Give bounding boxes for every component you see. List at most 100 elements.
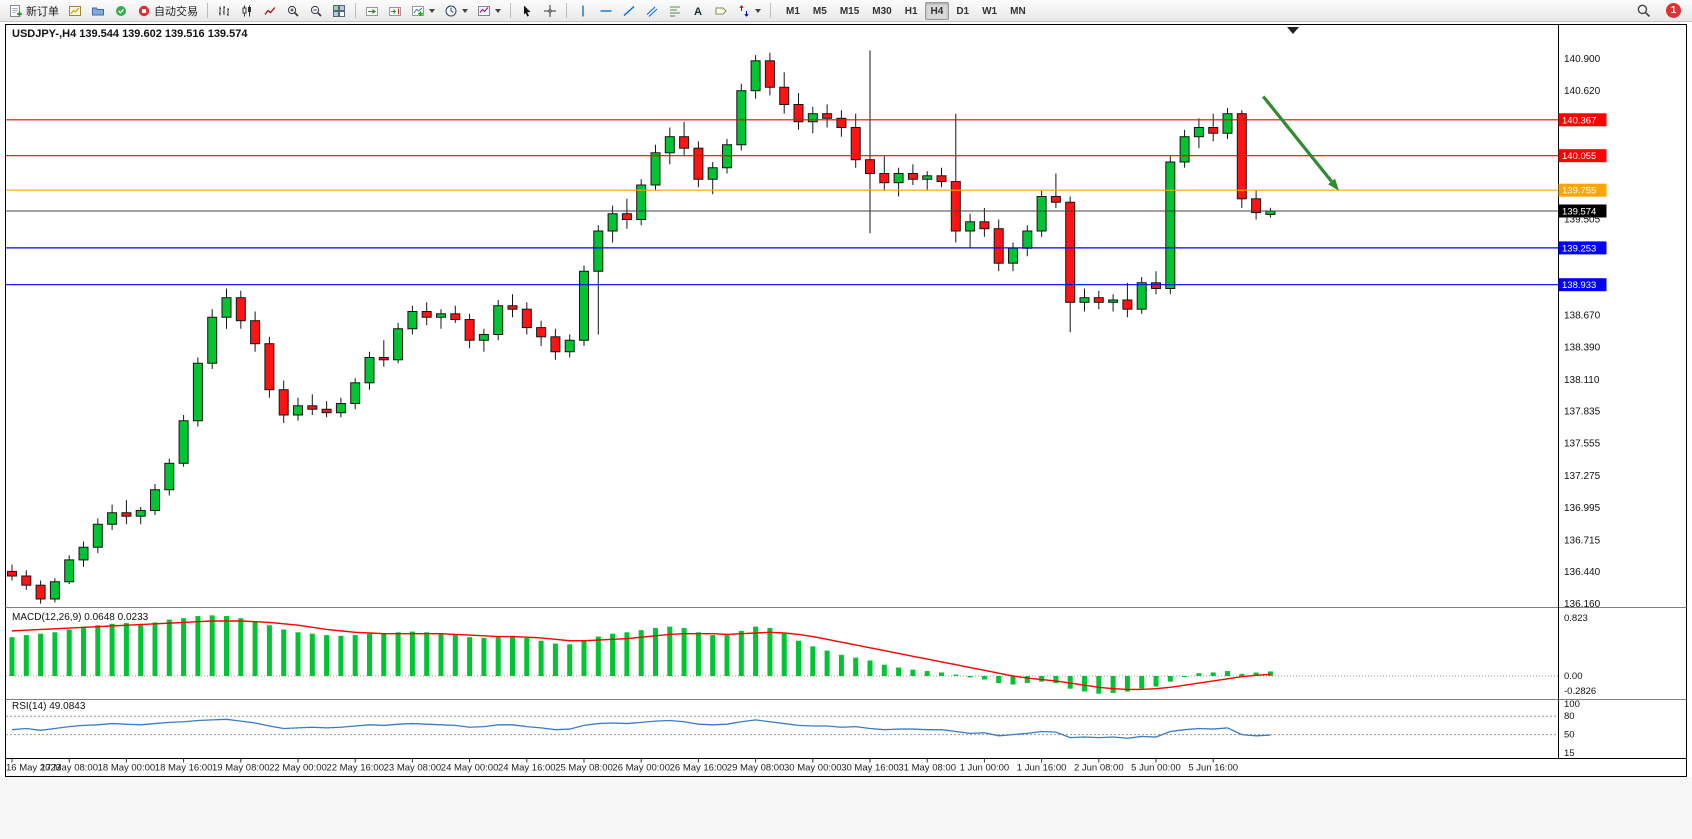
svg-text:136.995: 136.995 <box>1564 503 1601 514</box>
svg-text:138.110: 138.110 <box>1564 375 1600 386</box>
svg-text:140.055: 140.055 <box>1562 151 1596 162</box>
timeframe-button-mn[interactable]: MN <box>1010 5 1026 17</box>
notification-count: 1 <box>1670 5 1677 16</box>
macd-indicator-title: MACD(12,26,9) 0.0648 0.0233 <box>12 612 149 623</box>
current-price-tag: 139.574 <box>1558 204 1607 218</box>
timeframe-button-m30[interactable]: M30 <box>872 5 892 17</box>
label-button[interactable] <box>710 1 732 21</box>
vertical-line-icon <box>582 5 584 16</box>
periods-button[interactable] <box>440 1 472 21</box>
channel-icon <box>646 6 658 17</box>
profiles-icon <box>92 7 104 15</box>
trendline-button[interactable] <box>618 1 640 21</box>
auto-trading-icon <box>138 5 150 16</box>
zoom-in-button[interactable] <box>282 1 304 21</box>
templates-button[interactable] <box>473 1 505 21</box>
toolbar-separator <box>355 3 356 18</box>
timeframe-button-m1[interactable]: M1 <box>786 5 800 17</box>
rsi-indicator-title: RSI(14) 49.0843 <box>12 701 86 712</box>
new-chart-button[interactable] <box>64 1 86 21</box>
notification-badge[interactable]: 1 <box>1666 3 1681 18</box>
chart-shift-button[interactable] <box>384 1 406 21</box>
search-button[interactable] <box>1632 1 1655 21</box>
channel-button[interactable] <box>641 1 663 21</box>
arrows-icon <box>739 4 749 17</box>
svg-text:25 May 08:00: 25 May 08:00 <box>555 763 613 774</box>
bar-chart-icon <box>219 5 229 16</box>
periods-clock-icon <box>445 5 457 16</box>
indicators-button[interactable] <box>407 1 439 21</box>
horizontal-line-button[interactable] <box>595 1 617 21</box>
timeframe-button-m5[interactable]: M5 <box>812 5 827 17</box>
macd-signal-line <box>11 620 1271 691</box>
chart-shift-icon <box>389 6 401 16</box>
timeframe-button-d1[interactable]: D1 <box>956 5 970 17</box>
fibonacci-button[interactable] <box>664 1 686 21</box>
price-tag-140.367: 140.367 <box>1558 113 1607 127</box>
price-tag-138.933: 138.933 <box>1558 278 1607 292</box>
trend-arrow-annotation[interactable] <box>1262 95 1340 191</box>
svg-text:30 May 16:00: 30 May 16:00 <box>841 763 899 774</box>
indicators-dropdown-arrow <box>429 8 435 13</box>
zoom-out-button[interactable] <box>305 1 327 21</box>
auto-scroll-button[interactable] <box>361 1 383 21</box>
window-background <box>0 777 1692 839</box>
svg-text:24 May 16:00: 24 May 16:00 <box>498 763 556 774</box>
indicators-icon <box>412 5 424 16</box>
svg-text:5 Jun 16:00: 5 Jun 16:00 <box>1188 763 1238 774</box>
svg-text:0.823: 0.823 <box>1564 613 1588 624</box>
timeframe-button-h1[interactable]: H1 <box>904 5 918 17</box>
tile-windows-button[interactable] <box>328 1 350 21</box>
line-chart-icon <box>264 6 276 15</box>
timeframe-toolbar: M1 M5 M15 M30 H1 H4 D1 W1 MN <box>780 1 1032 20</box>
cursor-button[interactable] <box>516 1 538 21</box>
auto-trading-button[interactable]: 自动交易 <box>133 1 202 21</box>
crosshair-button[interactable] <box>539 1 561 21</box>
timeframe-button-w1[interactable]: W1 <box>982 5 998 17</box>
timeframe-button-m15[interactable]: M15 <box>839 5 860 17</box>
toolbar-separator <box>566 3 567 18</box>
text-button[interactable]: A <box>687 1 709 21</box>
svg-text:A: A <box>694 6 702 18</box>
svg-text:140.367: 140.367 <box>1562 115 1596 126</box>
new-order-button[interactable]: 新订单 <box>5 1 63 21</box>
refresh-icon <box>116 5 126 16</box>
svg-text:136.715: 136.715 <box>1564 535 1601 546</box>
toolbar-separator <box>207 3 208 18</box>
timeframe-button-h4[interactable]: H4 <box>924 1 950 20</box>
svg-text:26 May 16:00: 26 May 16:00 <box>670 763 728 774</box>
svg-text:80: 80 <box>1564 711 1575 722</box>
macd-axis-labels: 0.823 0.00 -0.2826 <box>1564 613 1596 697</box>
label-icon <box>715 7 727 14</box>
chart-shift-marker[interactable] <box>1287 27 1299 34</box>
svg-text:19 May 08:00: 19 May 08:00 <box>212 763 270 774</box>
main-toolbar: 新订单 自动交易 <box>0 0 1692 22</box>
svg-text:140.620: 140.620 <box>1564 86 1601 97</box>
arrows-button[interactable] <box>733 1 765 21</box>
candlestick-chart-button[interactable] <box>236 1 258 21</box>
price-tag-139.755: 139.755 <box>1558 183 1607 197</box>
fibonacci-icon <box>670 6 680 16</box>
profiles-button[interactable] <box>87 1 109 21</box>
cursor-icon <box>524 5 531 17</box>
svg-text:0.00: 0.00 <box>1564 671 1583 682</box>
svg-text:140.900: 140.900 <box>1564 54 1601 65</box>
zoom-in-icon <box>287 5 299 17</box>
svg-text:139.574: 139.574 <box>1562 206 1596 217</box>
svg-text:18 May 16:00: 18 May 16:00 <box>155 763 213 774</box>
refresh-button[interactable] <box>110 1 132 21</box>
horizontal-line-icon <box>600 9 612 12</box>
new-chart-icon <box>69 5 81 16</box>
svg-text:50: 50 <box>1564 730 1575 741</box>
svg-text:5 Jun 00:00: 5 Jun 00:00 <box>1131 763 1181 774</box>
line-chart-button[interactable] <box>259 1 281 21</box>
auto-scroll-icon <box>366 6 378 16</box>
tile-windows-icon <box>333 4 345 17</box>
svg-text:139.253: 139.253 <box>1562 243 1596 254</box>
vertical-line-button[interactable] <box>572 1 594 21</box>
bar-chart-button[interactable] <box>213 1 235 21</box>
svg-text:26 May 00:00: 26 May 00:00 <box>612 763 670 774</box>
svg-text:22 May 00:00: 22 May 00:00 <box>269 763 327 774</box>
